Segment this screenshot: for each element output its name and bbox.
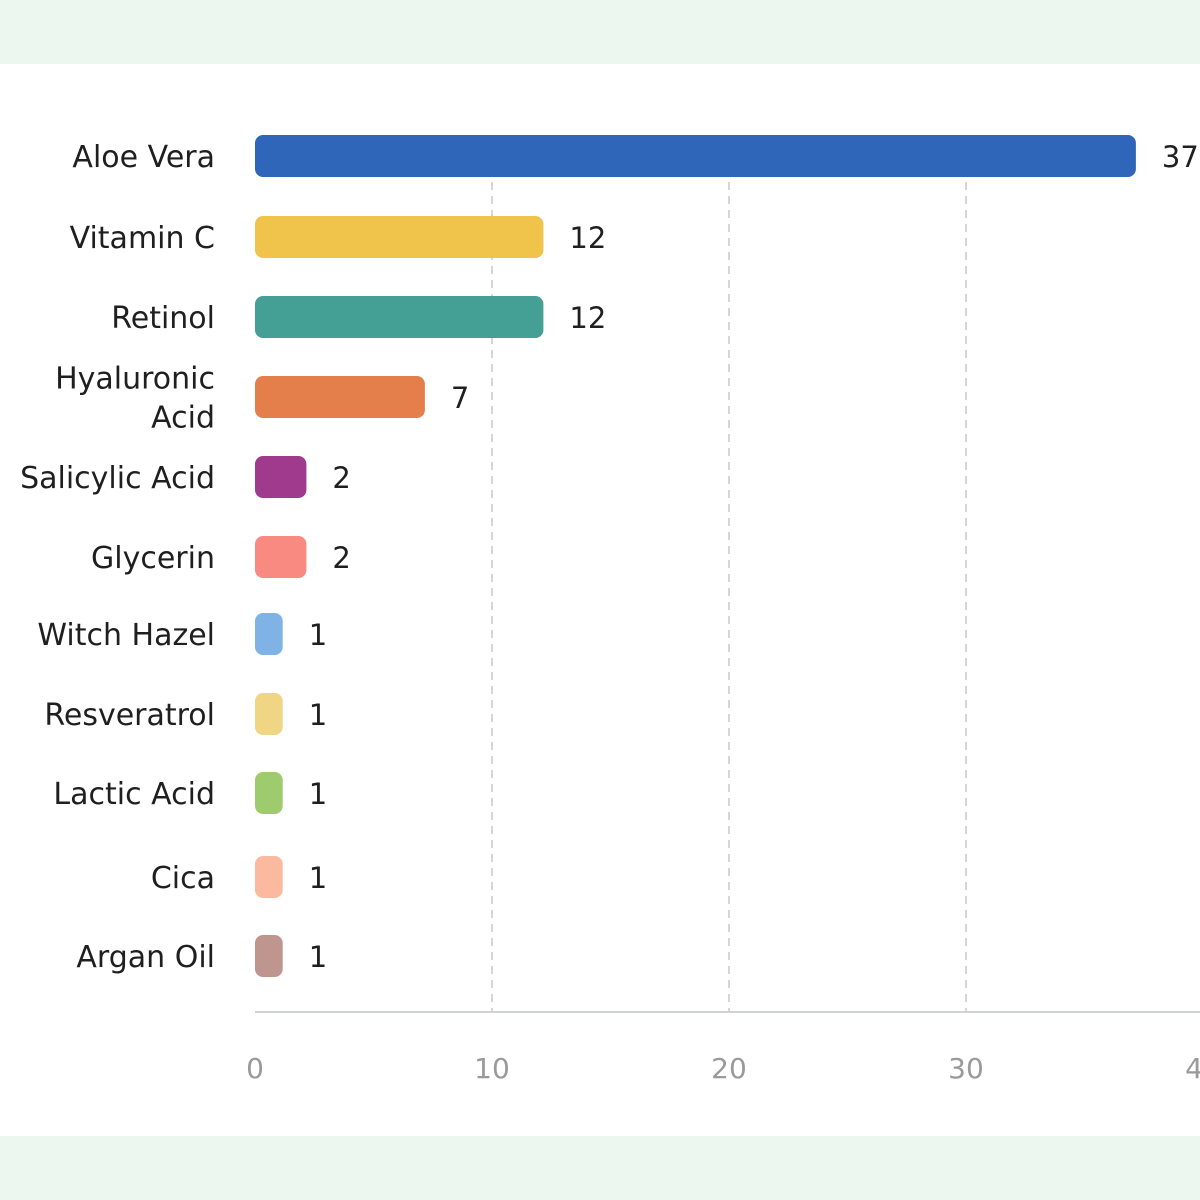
category-label: Lactic Acid [53, 777, 215, 812]
category-label: Vitamin C [70, 221, 215, 256]
bars [255, 135, 1136, 977]
x-tick-label: 20 [711, 1052, 747, 1085]
bar[interactable] [255, 376, 425, 418]
category-label: Retinol [111, 301, 215, 336]
x-tick-label: 30 [948, 1052, 984, 1085]
bar[interactable] [255, 135, 1136, 177]
category-label: Acid [151, 401, 215, 436]
x-tick-label: 0 [246, 1052, 264, 1085]
category-label: Aloe Vera [72, 140, 215, 175]
value-label: 12 [569, 301, 606, 335]
bar[interactable] [255, 613, 283, 655]
chart-card: Aloe Vera Vitamin C Retinol Hyaluronic Acid S… [0, 64, 1200, 1136]
value-label: 2 [332, 461, 350, 495]
category-label: Hyaluronic [55, 362, 215, 397]
value-label: 37 [1162, 140, 1199, 174]
bar[interactable] [255, 536, 307, 578]
value-labels: 37 12 12 7 2 2 1 1 1 1 1 [309, 140, 1199, 974]
category-label: Argan Oil [76, 940, 215, 975]
x-tick-labels: 0 10 20 30 40 [246, 1052, 1200, 1085]
category-label: Witch Hazel [37, 618, 215, 653]
bar-chart: Aloe Vera Vitamin C Retinol Hyaluronic Acid S… [20, 135, 1200, 1085]
value-label: 12 [569, 221, 606, 255]
value-label: 1 [309, 861, 327, 895]
value-label: 1 [309, 940, 327, 974]
category-label: Glycerin [91, 541, 215, 576]
bar[interactable] [255, 456, 307, 498]
bar[interactable] [255, 935, 283, 977]
category-label: Resveratrol [44, 698, 215, 733]
x-tick-label: 10 [474, 1052, 510, 1085]
category-label: Salicylic Acid [20, 461, 215, 496]
top-band [0, 0, 1200, 64]
value-label: 7 [451, 381, 469, 415]
value-label: 1 [309, 698, 327, 732]
bar[interactable] [255, 216, 544, 258]
value-label: 1 [309, 618, 327, 652]
grid-lines [491, 182, 967, 1012]
bottom-band [0, 1136, 1200, 1200]
value-label: 1 [309, 777, 327, 811]
category-labels: Aloe Vera Vitamin C Retinol Hyaluronic Acid S… [20, 140, 215, 975]
bar[interactable] [255, 693, 283, 735]
x-tick-label: 40 [1185, 1052, 1200, 1085]
bar[interactable] [255, 296, 544, 338]
category-label: Cica [151, 861, 215, 896]
bar[interactable] [255, 772, 283, 814]
value-label: 2 [332, 541, 350, 575]
bar[interactable] [255, 856, 283, 898]
